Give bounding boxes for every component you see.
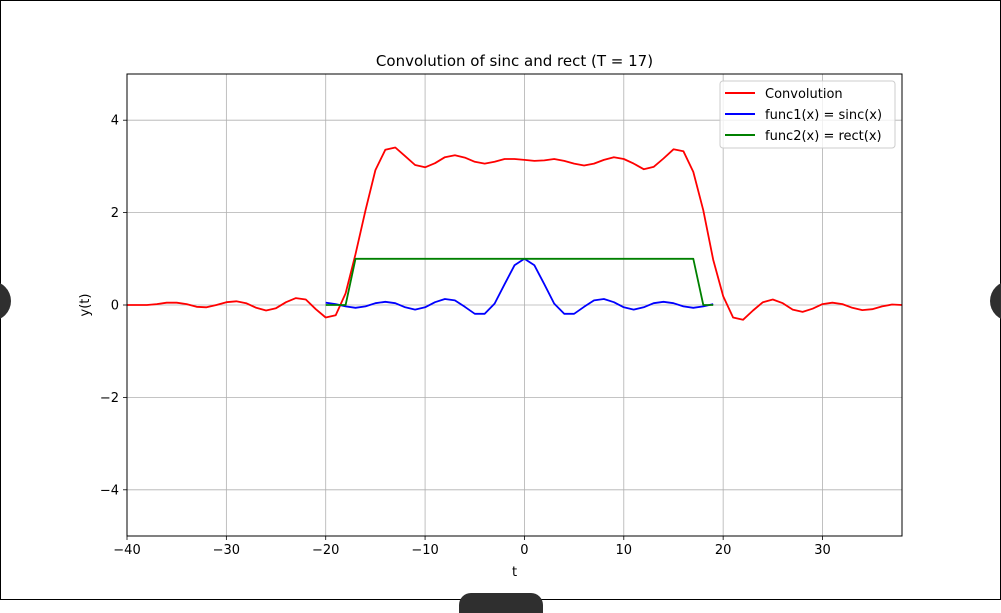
grid: [126, 74, 902, 536]
series-layer: [127, 146, 903, 321]
plot-area-border: [126, 73, 903, 537]
series-line-convolution: [127, 146, 903, 321]
y-axis-label: y(t): [78, 294, 93, 317]
y-tick-label: 4: [111, 114, 119, 129]
x-tick-label: −30: [213, 543, 240, 558]
legend-label-sinc: func1(x) = sinc(x): [765, 108, 882, 123]
series-line-sinc: [325, 257, 714, 315]
series-line-rect: [325, 257, 714, 306]
x-tick-label: 10: [616, 543, 633, 558]
x-tick-label: 20: [715, 543, 732, 558]
y-tick-label: 2: [111, 206, 119, 221]
legend-box: [719, 80, 896, 149]
y-tick-label: 0: [111, 299, 119, 314]
next-nav-handle[interactable]: [990, 281, 1001, 321]
previous-nav-handle[interactable]: [0, 281, 11, 321]
x-tick-label: −10: [411, 543, 438, 558]
x-tick-label: −40: [113, 543, 140, 558]
y-tick-label: −2: [100, 391, 119, 406]
legend: Convolution func1(x) = sinc(x) func2(x) …: [719, 80, 896, 149]
x-tick-label: 30: [814, 543, 831, 558]
y-tick-label: −4: [100, 483, 119, 498]
chart-title: Convolution of sinc and rect (T = 17): [376, 52, 653, 70]
legend-label-rect: func2(x) = rect(x): [765, 129, 882, 144]
x-tick-label: −20: [312, 543, 339, 558]
x-tick-label: 0: [520, 543, 528, 558]
legend-label-convolution: Convolution: [765, 87, 843, 102]
x-axis-label: t: [512, 565, 517, 580]
